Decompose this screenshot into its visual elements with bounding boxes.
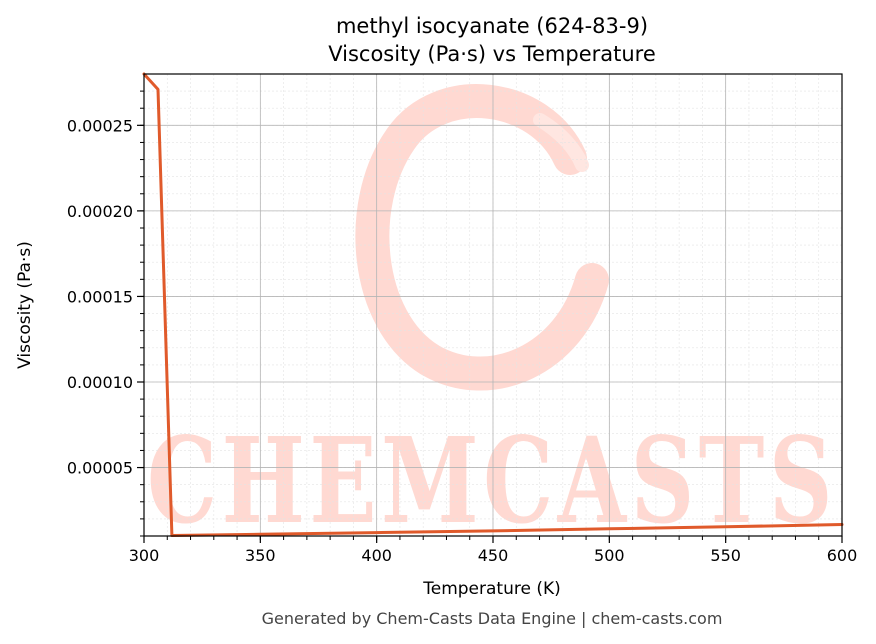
watermark-text: CHEMCASTS bbox=[147, 411, 837, 550]
watermark: CHEMCASTS bbox=[147, 84, 837, 550]
major-grid bbox=[143, 74, 843, 536]
x-axis-label: Temperature (K) bbox=[422, 579, 561, 599]
x-tick-label: 500 bbox=[594, 546, 625, 565]
y-axis-label: Viscosity (Pa·s) bbox=[15, 241, 35, 369]
y-tick-label: 0.00025 bbox=[67, 116, 133, 135]
y-axis: 0.00005 0.00010 0.00015 0.00020 0.00025 bbox=[67, 90, 144, 537]
chart-title-line2: Viscosity (Pa·s) vs Temperature bbox=[328, 42, 656, 66]
footer-credit: Generated by Chem-Casts Data Engine | ch… bbox=[262, 609, 723, 628]
x-tick-label: 550 bbox=[710, 546, 741, 565]
x-tick-label: 600 bbox=[827, 546, 858, 565]
chart-title-line1: methyl isocyanate (624-83-9) bbox=[336, 14, 648, 38]
series-line bbox=[142, 72, 844, 537]
x-tick-label: 350 bbox=[245, 546, 276, 565]
y-tick-label: 0.00020 bbox=[67, 202, 133, 221]
y-tick-label: 0.00010 bbox=[67, 373, 133, 392]
y-tick-label: 0.00015 bbox=[67, 287, 133, 306]
watermark-logo-icon bbox=[355, 84, 609, 391]
x-axis: 300 350 400 450 500 550 600 bbox=[129, 536, 858, 565]
x-tick-label: 400 bbox=[361, 546, 392, 565]
series-layer bbox=[142, 72, 844, 537]
y-tick-label: 0.00005 bbox=[67, 459, 133, 478]
x-tick-label: 450 bbox=[478, 546, 509, 565]
x-tick-label: 300 bbox=[129, 546, 160, 565]
